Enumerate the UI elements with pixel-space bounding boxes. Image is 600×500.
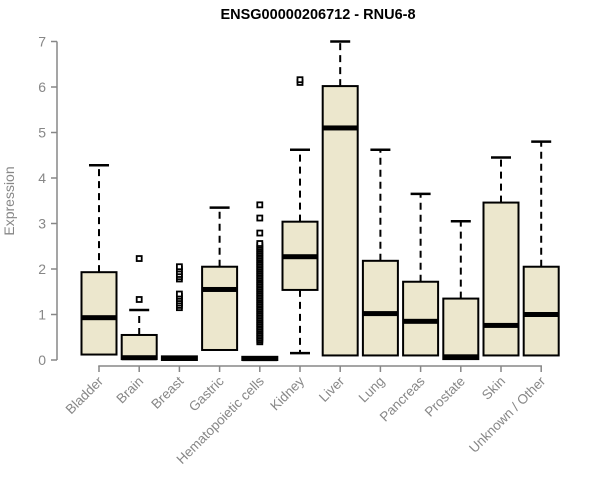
x-tick-label-breast: Breast — [148, 373, 186, 411]
outlier-point-hematopoietic-cells — [256, 229, 264, 237]
x-tick-label-kidney: Kidney — [267, 373, 307, 413]
median-kidney — [282, 254, 318, 260]
outlier-point-hematopoietic-cells — [256, 240, 264, 247]
box-liver — [321, 85, 359, 357]
median-prostate — [443, 354, 479, 360]
y-tick-label-2: 2 — [38, 261, 46, 277]
box-lung — [361, 259, 399, 357]
outlier-point-brain — [135, 255, 143, 262]
boxplot-breast — [160, 263, 198, 361]
boxplot-prostate — [442, 219, 480, 361]
y-tick-label-1: 1 — [38, 307, 46, 323]
box-bladder — [80, 271, 118, 356]
box-unknown-other — [522, 265, 560, 357]
x-tick-label-skin: Skin — [479, 374, 508, 403]
box-skin — [482, 201, 520, 357]
outlier-point-hematopoietic-cells — [256, 201, 264, 209]
boxplot-kidney — [281, 76, 319, 355]
outlier-point-kidney — [296, 76, 304, 84]
median-brain — [121, 355, 157, 361]
boxplot-liver — [321, 40, 359, 357]
x-tick-label-pancreas: Pancreas — [377, 373, 428, 424]
x-tick-label-brain: Brain — [113, 374, 146, 407]
median-skin — [483, 322, 519, 328]
x-tick-label-unknown-other: Unknown / Other — [466, 373, 549, 456]
median-unknown-other — [523, 312, 559, 317]
outlier-point-breast — [175, 290, 183, 298]
box-prostate — [442, 297, 480, 361]
box-gastric — [201, 265, 239, 351]
boxplot-skin — [482, 156, 520, 357]
median-lung — [362, 311, 398, 317]
median-liver — [322, 125, 358, 131]
y-tick-label-6: 6 — [38, 79, 46, 95]
y-tick-label-0: 0 — [38, 352, 46, 368]
median-bladder — [81, 315, 117, 321]
x-tick-label-prostate: Prostate — [422, 374, 468, 420]
boxplot-hematopoietic-cells — [241, 201, 279, 362]
boxplot-lung — [361, 148, 399, 357]
median-hematopoietic-cells — [242, 356, 278, 362]
outlier-point-hematopoietic-cells — [256, 214, 264, 222]
boxplot-unknown-other — [522, 140, 560, 357]
y-tick-label-3: 3 — [38, 216, 46, 232]
y-tick-label-7: 7 — [38, 34, 46, 50]
y-axis-label: Expression — [1, 166, 17, 235]
outlier-point-breast — [175, 263, 183, 271]
x-tick-label-bladder: Bladder — [63, 373, 107, 417]
median-breast — [161, 355, 197, 361]
boxplot-bladder — [80, 164, 118, 356]
boxes-group — [80, 40, 560, 362]
boxplot-pancreas — [402, 192, 440, 357]
outlier-point-brain — [135, 296, 143, 303]
x-tick-label-liver: Liver — [316, 373, 348, 405]
chart-title: ENSG00000206712 - RNU6-8 — [220, 7, 415, 23]
boxplot-brain — [120, 255, 158, 361]
median-gastric — [202, 286, 238, 292]
y-tick-label-4: 4 — [38, 170, 46, 186]
median-pancreas — [403, 318, 439, 324]
box-pancreas — [402, 280, 440, 357]
x-tick-label-lung: Lung — [356, 374, 388, 406]
y-tick-label-5: 5 — [38, 125, 46, 141]
boxplot-gastric — [201, 206, 239, 351]
box-brain — [120, 333, 158, 361]
